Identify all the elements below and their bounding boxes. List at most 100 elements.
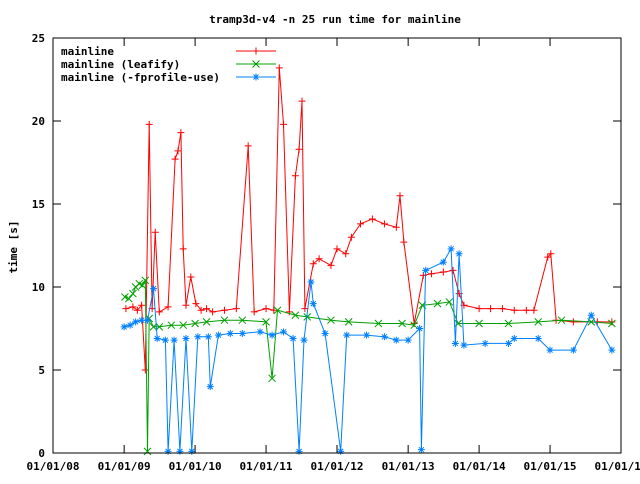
data-point	[347, 233, 355, 241]
data-point	[504, 319, 513, 328]
data-point	[289, 334, 297, 342]
data-point	[608, 346, 616, 354]
legend-marker	[252, 73, 260, 81]
legend-label: mainline	[61, 45, 114, 58]
data-point	[534, 334, 542, 342]
data-point	[327, 261, 335, 269]
series-line	[125, 67, 612, 371]
series-1	[122, 64, 616, 374]
data-point	[232, 305, 240, 313]
data-point	[120, 323, 128, 331]
data-point	[357, 220, 365, 228]
x-tick-label: 01/01/10	[169, 460, 222, 473]
data-point	[439, 268, 447, 276]
data-point	[498, 305, 506, 313]
data-point	[161, 336, 169, 344]
data-point	[417, 446, 425, 454]
data-point	[309, 260, 317, 268]
x-tick-label: 01/01/15	[524, 460, 577, 473]
y-axis-label: time [s]	[7, 221, 20, 274]
data-point	[164, 303, 172, 311]
y-tick-label: 25	[32, 32, 45, 45]
data-point	[504, 339, 512, 347]
data-point	[447, 245, 455, 253]
data-point	[396, 192, 404, 200]
data-point	[203, 305, 211, 313]
data-point	[187, 273, 195, 281]
data-point	[427, 270, 435, 278]
legend-marker	[252, 47, 260, 55]
data-point	[315, 255, 323, 263]
data-point	[191, 319, 199, 328]
data-point	[188, 447, 196, 455]
data-point	[416, 325, 424, 332]
data-point	[380, 220, 388, 228]
series-line	[123, 247, 613, 452]
x-tick-label: 01/01/16	[595, 460, 640, 473]
data-point	[343, 331, 351, 339]
data-point	[262, 305, 270, 313]
data-point	[410, 321, 419, 330]
data-point	[309, 300, 317, 308]
data-point	[285, 308, 293, 316]
data-point	[363, 331, 371, 339]
data-point	[129, 303, 137, 311]
data-point	[275, 64, 283, 72]
data-point	[445, 298, 454, 306]
data-point	[270, 306, 278, 314]
data-point	[557, 316, 566, 325]
x-tick-label: 01/01/09	[98, 460, 151, 473]
y-tick-label: 0	[38, 447, 45, 460]
data-point	[155, 308, 163, 316]
data-point	[291, 311, 300, 320]
data-point	[126, 321, 134, 329]
data-point	[164, 447, 172, 455]
data-point	[209, 308, 217, 316]
data-point	[475, 305, 483, 313]
y-tick-label: 20	[32, 115, 45, 128]
data-point	[280, 120, 288, 128]
data-point	[138, 316, 146, 324]
x-tick-label: 01/01/11	[240, 460, 293, 473]
data-point	[153, 334, 161, 342]
data-point	[344, 318, 353, 326]
data-point	[301, 305, 309, 313]
data-point	[333, 245, 341, 253]
data-point	[510, 306, 518, 314]
data-point	[522, 306, 530, 314]
x-tick-label: 01/01/12	[311, 460, 364, 473]
data-point	[608, 319, 616, 328]
data-point	[132, 318, 140, 326]
data-point	[295, 145, 303, 153]
data-point	[170, 336, 178, 344]
data-point	[449, 266, 457, 274]
data-point	[171, 155, 179, 163]
data-point	[587, 311, 595, 319]
data-point	[268, 331, 276, 339]
data-point	[220, 316, 229, 325]
data-point	[177, 129, 185, 137]
data-point	[510, 334, 518, 342]
data-point	[202, 318, 211, 326]
data-point	[206, 383, 214, 391]
chart-title: tramp3d-v4 -n 25 run time for mainline	[209, 13, 461, 26]
data-point	[122, 305, 130, 313]
data-point	[327, 316, 335, 325]
data-point	[295, 447, 303, 455]
data-point	[129, 289, 137, 298]
data-point	[238, 329, 246, 337]
data-point	[141, 276, 150, 285]
data-point	[226, 329, 234, 337]
series-3	[120, 245, 616, 455]
data-point	[433, 299, 442, 308]
data-point	[392, 336, 400, 344]
data-point	[460, 341, 468, 349]
data-point	[546, 346, 554, 354]
data-point	[179, 321, 188, 330]
data-point	[244, 142, 252, 150]
data-point	[141, 366, 149, 374]
data-point	[337, 447, 345, 455]
